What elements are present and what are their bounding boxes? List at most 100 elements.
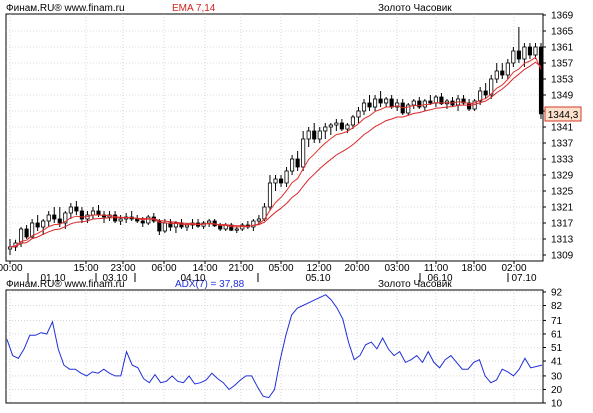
time-tick-label: 23:00 (110, 263, 135, 274)
candle-body (389, 98, 394, 108)
price-tick-label: 1337 (551, 139, 574, 150)
date-tick-label: 07.10 (511, 273, 536, 284)
time-tick-label: 03:00 (384, 263, 409, 274)
adx-tick-label: 71 (551, 316, 563, 327)
price-tick-label: 1341 (551, 123, 574, 134)
last-price-label: 1344,3 (544, 106, 582, 122)
adx-header-source: Финам.RU® www.finam.ru (6, 279, 125, 290)
candle-body (538, 46, 544, 115)
candle-body (278, 178, 284, 184)
candle-body (68, 206, 73, 214)
candle-body (345, 124, 350, 130)
candle-body (312, 130, 317, 140)
ema-fast-line (9, 56, 542, 248)
price-tick-label: 1369 (551, 11, 574, 22)
adx-grid (6, 291, 543, 390)
candle-body (428, 100, 433, 104)
adx-plot-area (5, 289, 544, 404)
time-tick-label: 05:00 (268, 263, 293, 274)
price-tick-label: 1365 (551, 27, 574, 38)
candle-body (140, 220, 145, 224)
candle-body (41, 220, 46, 228)
candle-body (522, 46, 527, 60)
date-tick-label: 03.10 (102, 273, 127, 284)
candle-body (367, 102, 372, 108)
candle-body (417, 100, 422, 108)
candle-body (52, 214, 57, 220)
adx-tick-label: 82 (551, 301, 563, 312)
adx-tick-label: 10 (551, 399, 563, 410)
candle-body (384, 98, 389, 104)
candle-body (96, 210, 101, 216)
adx-header-title: Золото Часовик (378, 279, 452, 290)
time-tick-label: 06:00 (151, 263, 176, 274)
candle-body (317, 130, 322, 140)
candle-body (35, 222, 40, 228)
candle-body (306, 130, 311, 140)
date-tick-label: 05.10 (305, 273, 330, 284)
adx-tick-label: 20 (551, 385, 563, 396)
candle-body (57, 218, 62, 224)
candle-body (251, 220, 256, 228)
adx-y-axis: 92 82 71 61 51 41 30 20 10 (543, 288, 563, 410)
candle-body (422, 100, 427, 108)
time-tick-label: 15:00 (73, 263, 98, 274)
candle-body (378, 98, 383, 104)
adx-tick-label: 51 (551, 343, 563, 354)
adx-header-indicator: ADX(7) = 37,88 (175, 279, 245, 290)
price-header-source: Финам.RU® www.finam.ru (6, 3, 125, 14)
candle-body (46, 214, 51, 222)
price-header-indicator: EMA 7,14 (172, 3, 216, 14)
candle-body (284, 170, 289, 184)
candle-body (90, 210, 96, 216)
price-tick-label: 1353 (551, 75, 574, 86)
adx-tick-label: 61 (551, 329, 563, 340)
candle-body (184, 224, 190, 228)
candle-body (356, 110, 361, 118)
candle-body (406, 104, 411, 114)
candle-body (361, 102, 367, 112)
candle-body (395, 102, 400, 108)
candle-body (334, 122, 339, 126)
candle-body (234, 228, 239, 231)
price-tick-label: 1325 (551, 187, 574, 198)
candle-body (500, 70, 505, 76)
candle-body (30, 222, 35, 238)
price-y-axis: 1369136513611357135313491345134113371333… (543, 11, 574, 262)
candle-body (505, 62, 510, 76)
candle-body (218, 225, 223, 230)
price-tick-label: 1329 (551, 171, 574, 182)
candle-body (350, 116, 355, 126)
candle-body (516, 50, 521, 60)
date-tick-label: 01.10 (40, 273, 65, 284)
candle-body (79, 210, 84, 220)
time-tick-label: 12:00 (306, 263, 331, 274)
time-tick-label: 18:00 (461, 263, 486, 274)
time-tick-label: 02:00 (501, 263, 526, 274)
candle-body (74, 206, 79, 212)
price-tick-label: 1321 (551, 203, 574, 214)
adx-tick-label: 92 (551, 288, 563, 299)
ema-slow-line (9, 61, 542, 248)
price-header-title: Золото Часовик (378, 3, 452, 14)
candle-body (489, 78, 494, 96)
price-tick-label: 1309 (551, 251, 574, 262)
candle-body (256, 218, 261, 222)
candle-body (483, 90, 488, 96)
candle-body (273, 178, 278, 184)
candle-body (494, 70, 499, 80)
candle-body (461, 98, 466, 104)
last-price-value: 1344,3 (548, 110, 579, 121)
price-tick-label: 1313 (551, 235, 574, 246)
candle-body (373, 98, 378, 108)
candle-body (467, 102, 472, 110)
price-tick-label: 1333 (551, 155, 574, 166)
candle-body (168, 222, 173, 228)
candle-body (511, 50, 516, 64)
time-tick-label: 00:00 (0, 263, 23, 274)
time-tick-label: 20:00 (344, 263, 369, 274)
candle-body (63, 212, 68, 224)
candle-body (301, 138, 306, 168)
